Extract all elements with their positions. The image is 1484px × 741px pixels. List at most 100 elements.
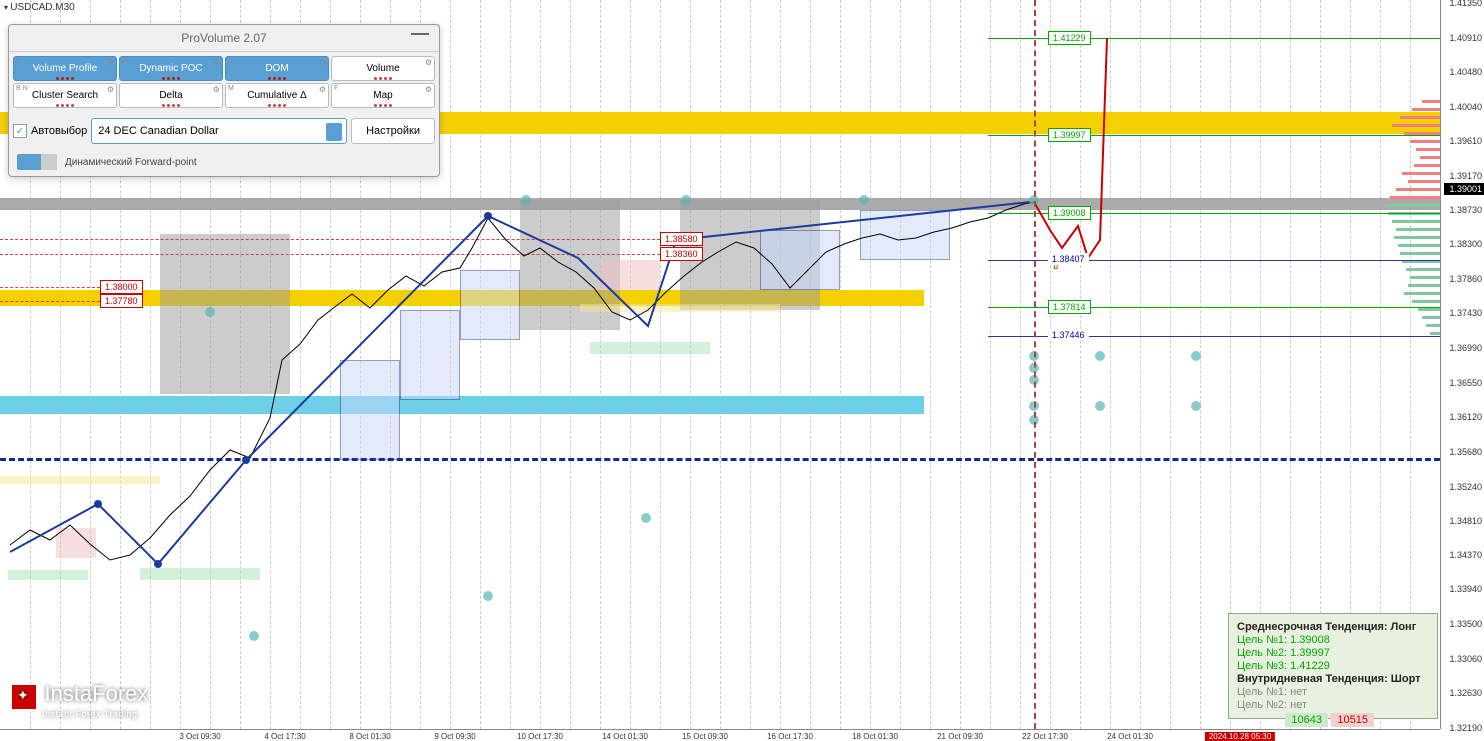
marker-dot [521,195,531,205]
marker-dot [1095,401,1105,411]
forward-point-label: Динамический Forward-point [65,157,197,168]
logo: InstaForex Instant Forex Trading [12,681,148,719]
y-tick: 1.36990 [1442,343,1482,353]
price-label: 1.37814 [1048,300,1091,314]
y-tick: 1.39170 [1442,171,1482,181]
marker-dot [641,513,651,523]
marker-dot [205,307,215,317]
autoselect-label: Автовыбор [31,125,87,137]
marker-dot [1191,351,1201,361]
chart-container: USDCAD.M30 1.413501.409101.404801.400401… [0,0,1484,741]
x-tick: 14 Oct 01:30 [602,732,648,741]
y-tick: 1.38300 [1442,239,1482,249]
forward-point-toggle[interactable] [17,154,57,170]
current-price-tick: 1.39001 [1444,183,1484,195]
y-tick: 1.33940 [1442,584,1482,594]
panel-title-text: ProVolume 2.07 [181,31,266,45]
short-target-2: Цель №2: нет [1237,699,1429,711]
gear-icon[interactable]: ⚙ [107,58,114,67]
marker-dot [1095,351,1105,361]
price-label: 1.39997 [1048,128,1091,142]
gear-icon[interactable]: ⚙ [425,58,432,67]
panel-title: ProVolume 2.07 [9,25,439,52]
y-tick: 1.40480 [1442,67,1482,77]
y-tick: 1.32190 [1442,723,1482,733]
x-tick: 9 Oct 09:30 [434,732,475,741]
x-tick: 8 Oct 01:30 [349,732,390,741]
gear-icon[interactable]: ⚙ [425,85,432,94]
provolume-panel: ProVolume 2.07 Volume ProfileV⚙Dynamic P… [8,24,440,177]
counter-green: 10643 [1285,713,1328,727]
gear-icon[interactable]: ⚙ [107,85,114,94]
panel-button-volume[interactable]: Volume⚙ [331,56,435,81]
vertical-separator [1034,0,1036,729]
short-target-1: Цель №1: нет [1237,686,1429,698]
gear-icon[interactable]: ⚙ [213,85,220,94]
logo-brand: InstaForex [44,681,148,706]
autoselect-checkbox[interactable]: ✓ [13,124,27,138]
marker-dot [249,631,259,641]
gear-icon[interactable]: ⚙ [319,58,326,67]
price-label: 1.37446 [1048,329,1089,341]
price-label: 1.38000 [100,280,143,294]
gear-icon[interactable]: ⚙ [319,85,326,94]
price-label: 1.41229 [1048,31,1091,45]
y-tick: 1.34810 [1442,516,1482,526]
price-label: 1.38360 [660,247,703,261]
y-tick: 1.37430 [1442,308,1482,318]
panel-button-dynamic-poc[interactable]: Dynamic POCP⚙ [119,56,223,81]
trend-intraday: Внутридневная Тенденция: Шорт [1237,673,1429,685]
panel-button-delta[interactable]: Delta⚙ [119,83,223,108]
y-tick: 1.40910 [1442,33,1482,43]
marker-dot [483,591,493,601]
logo-tagline: Instant Forex Trading [42,709,148,719]
chart-symbol: USDCAD.M30 [4,2,75,13]
target-3: Цель №3: 1.41229 [1237,660,1429,672]
panel-button-volume-profile[interactable]: Volume ProfileV⚙ [13,56,117,81]
trend-midterm: Среднесрочная Тенденция: Лонг [1237,621,1429,633]
marker-dot [1191,401,1201,411]
info-box: Среднесрочная Тенденция: Лонг Цель №1: 1… [1228,613,1438,719]
x-tick: 18 Oct 01:30 [852,732,898,741]
panel-button-dom[interactable]: DOMD⚙ [225,56,329,81]
x-tick: 4 Oct 17:30 [264,732,305,741]
y-tick: 1.33500 [1442,619,1482,629]
y-tick: 1.37860 [1442,274,1482,284]
y-axis: 1.41350 1.40910 1.40480 1.40040 1.39610 1.391… [1440,0,1484,729]
instrument-select[interactable]: 24 DEC Canadian Dollar [91,118,347,144]
y-tick: 1.39610 [1442,136,1482,146]
x-tick: 22 Oct 17:30 [1022,732,1068,741]
y-tick: 1.40040 [1442,102,1482,112]
logo-icon [12,685,36,709]
y-tick: 1.32630 [1442,688,1482,698]
marker-dot [859,195,869,205]
panel-button-cumulative-[interactable]: Cumulative ΔM⚙ [225,83,329,108]
y-tick: 1.35240 [1442,482,1482,492]
y-tick: 1.36120 [1442,412,1482,422]
minimize-icon[interactable] [411,33,429,35]
panel-button-cluster-search[interactable]: Cluster SearchB N⚙ [13,83,117,108]
y-tick: 1.33060 [1442,654,1482,664]
y-tick: 1.38730 [1442,205,1482,215]
x-tick: 16 Oct 17:30 [767,732,813,741]
price-label: 1.38580 [660,232,703,246]
y-tick: 1.41350 [1442,0,1482,8]
y-tick: 1.34370 [1442,550,1482,560]
panel-button-map[interactable]: MapF⚙ [331,83,435,108]
x-tick-current: 2024.10.28 05:30 [1205,732,1275,741]
target-2: Цель №2: 1.39997 [1237,647,1429,659]
marker-dot [681,195,691,205]
x-tick: 15 Oct 09:30 [682,732,728,741]
gear-icon[interactable]: ⚙ [213,58,220,67]
x-axis: 3 Oct 09:30 4 Oct 17:30 8 Oct 01:30 9 Oct 0… [0,729,1440,741]
settings-button[interactable]: Настройки [351,118,435,144]
counter-red: 10515 [1331,713,1374,727]
price-label: 1.38407 [1048,253,1089,265]
y-tick: 1.36550 [1442,378,1482,388]
x-tick: 3 Oct 09:30 [179,732,220,741]
y-tick: 1.35680 [1442,447,1482,457]
x-tick: 24 Oct 01:30 [1107,732,1153,741]
x-tick: 10 Oct 17:30 [517,732,563,741]
target-1: Цель №1: 1.39008 [1237,634,1429,646]
price-label: 1.37780 [100,294,143,308]
